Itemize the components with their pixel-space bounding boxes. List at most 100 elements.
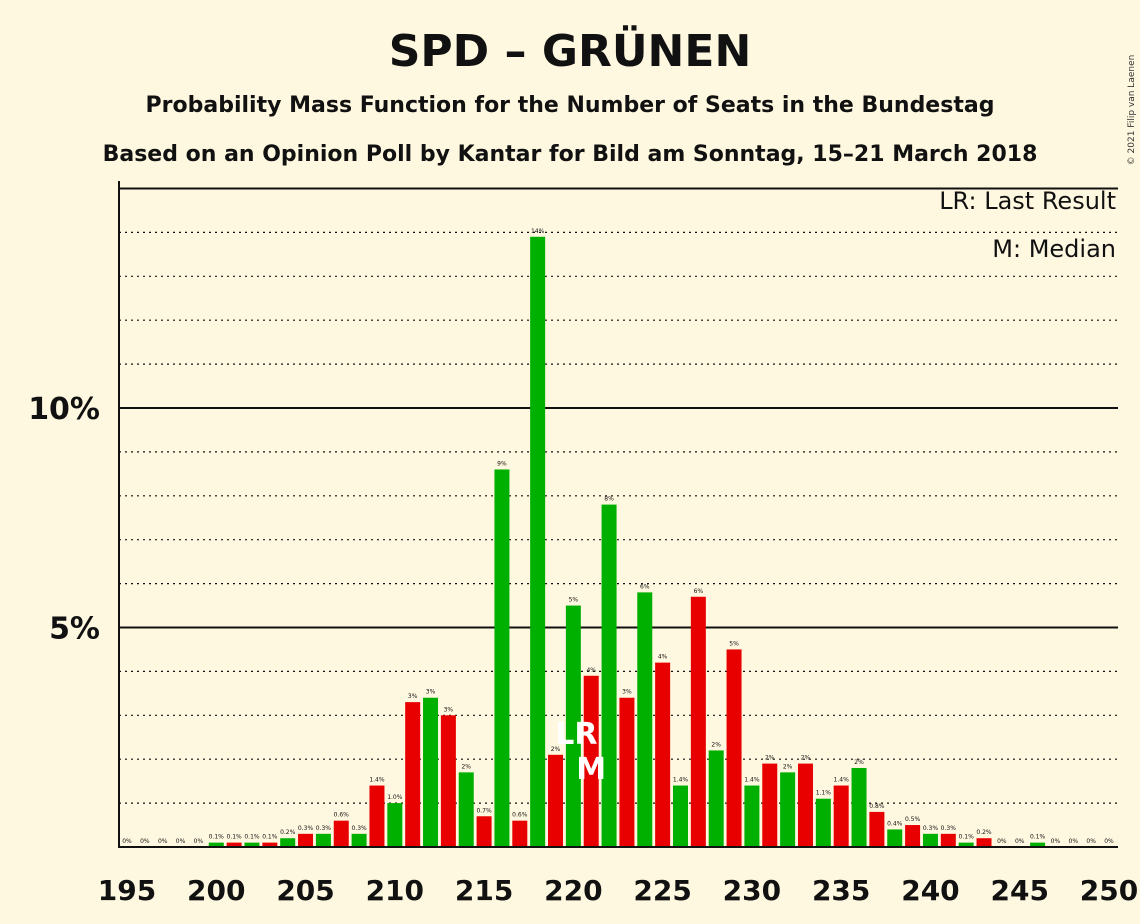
markers: LRM (555, 717, 606, 787)
bar-236 (851, 767, 867, 847)
data-labels: 0% 0% 0% 0% 0%0.1% 0.1% 0.1% 0.1%0.2%0.3% 0.3%0.… (122, 228, 1114, 845)
bar-218 (530, 236, 546, 848)
data-label-245: 0% (1015, 838, 1025, 845)
chart-subtitle-2: Based on an Opinion Poll by Kantar for B… (103, 142, 1038, 167)
x-tick-195: 195 (98, 874, 156, 907)
data-label-202: 0.1% (244, 834, 260, 841)
data-label-211: 3% (408, 693, 418, 700)
bar-220 (565, 605, 581, 847)
x-tick-220: 220 (544, 874, 602, 907)
data-label-199: 0% (194, 838, 204, 845)
x-tick-205: 205 (276, 874, 334, 907)
bar-211 (405, 702, 421, 847)
data-label-249: 0% (1086, 838, 1096, 845)
data-label-240: 0.3% (923, 825, 939, 832)
median-marker: M (576, 752, 606, 787)
data-label-213: 3% (444, 706, 454, 713)
bar-240 (922, 833, 938, 847)
data-label-248: 0% (1069, 838, 1079, 845)
data-label-241: 0.3% (941, 825, 957, 832)
bar-237 (869, 811, 885, 847)
bar-234 (815, 798, 831, 847)
copyright: © 2021 Filip van Laenen (1127, 55, 1137, 166)
y-tick-5: 5% (49, 612, 100, 647)
bar-246 (1030, 842, 1046, 847)
data-label-247: 0% (1051, 838, 1061, 845)
data-label-204: 0.2% (280, 829, 296, 836)
bar-200 (208, 842, 224, 847)
bar-233 (797, 763, 813, 847)
legend-median: M: Median (992, 235, 1116, 263)
data-label-218: 14% (531, 228, 545, 235)
bar-238 (887, 829, 903, 847)
x-tick-235: 235 (812, 874, 870, 907)
axes: 195 200 205 210 215 220 225 230 235 240 245 250 5% 10… (28, 181, 1138, 907)
data-label-222: 8% (604, 496, 614, 503)
legend-last-result: LR: Last Result (939, 187, 1116, 215)
x-tick-245: 245 (991, 874, 1049, 907)
x-tick-215: 215 (455, 874, 513, 907)
bar-216 (494, 469, 510, 847)
data-label-242: 0.1% (959, 834, 975, 841)
bar-215 (476, 816, 492, 847)
chart-subtitle-1: Probability Mass Function for the Number… (146, 93, 995, 118)
bar-217 (512, 820, 528, 847)
bar-224 (637, 592, 653, 847)
bar-229 (726, 649, 742, 847)
bar-206 (315, 833, 331, 847)
x-tick-200: 200 (187, 874, 245, 907)
bar-201 (226, 842, 242, 847)
data-label-230: 1.4% (744, 777, 760, 784)
data-label-233: 2% (801, 755, 811, 762)
data-label-236: 2% (854, 759, 864, 766)
x-tick-240: 240 (901, 874, 959, 907)
data-label-217: 0.6% (512, 812, 528, 819)
bar-221 (583, 675, 599, 847)
data-label-215: 0.7% (476, 807, 492, 814)
data-label-208: 0.3% (351, 825, 367, 832)
x-tick-225: 225 (633, 874, 691, 907)
data-label-228: 2% (711, 741, 721, 748)
data-label-198: 0% (176, 838, 186, 845)
data-label-200: 0.1% (209, 834, 225, 841)
data-label-221: 4% (586, 667, 596, 674)
bar-227 (690, 596, 706, 847)
x-tick-250: 250 (1080, 874, 1138, 907)
data-label-224: 6% (640, 583, 650, 590)
bar-241 (940, 833, 956, 847)
bar-219 (548, 754, 564, 847)
data-label-235: 1.4% (834, 777, 850, 784)
bar-203 (262, 842, 278, 847)
bar-243 (976, 838, 992, 847)
bar-232 (780, 772, 796, 847)
bar-205 (298, 833, 314, 847)
bar-226 (672, 785, 688, 847)
data-label-234: 1.1% (816, 790, 832, 797)
data-label-201: 0.1% (227, 834, 243, 841)
data-label-244: 0% (997, 838, 1007, 845)
data-label-195: 0% (122, 838, 132, 845)
data-label-207: 0.6% (334, 812, 350, 819)
data-label-223: 3% (622, 689, 632, 696)
data-label-210: 1.0% (387, 794, 403, 801)
x-tick-210: 210 (366, 874, 424, 907)
data-label-232: 2% (783, 763, 793, 770)
data-label-220: 5% (569, 597, 579, 604)
data-label-209: 1.4% (369, 777, 385, 784)
chart-title: SPD – GRÜNEN (389, 24, 752, 77)
data-label-214: 2% (461, 763, 471, 770)
bar-228 (708, 750, 724, 847)
data-label-216: 9% (497, 460, 507, 467)
bar-207 (333, 820, 349, 847)
bar-210 (387, 803, 403, 847)
data-label-238: 0.4% (887, 820, 903, 827)
data-label-246: 0.1% (1030, 834, 1046, 841)
data-label-212: 3% (426, 689, 436, 696)
bar-235 (833, 785, 849, 847)
data-label-197: 0% (158, 838, 168, 845)
x-tick-230: 230 (723, 874, 781, 907)
bar-214 (458, 772, 474, 847)
data-label-237: 0.8% (869, 803, 885, 810)
bar-209 (369, 785, 385, 847)
data-label-196: 0% (140, 838, 150, 845)
